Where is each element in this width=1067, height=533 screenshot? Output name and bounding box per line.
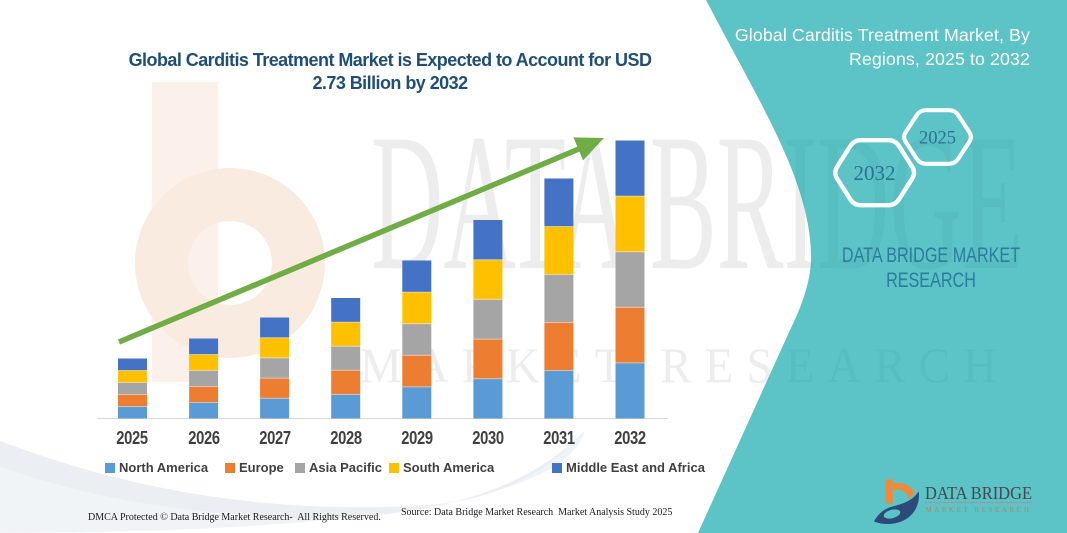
svg-text:2032: 2032 — [854, 161, 896, 185]
svg-text:MARKET RESEARCH: MARKET RESEARCH — [926, 507, 1032, 514]
svg-text:DATA BRIDGE: DATA BRIDGE — [925, 483, 1032, 503]
svg-text:2025: 2025 — [919, 129, 956, 149]
